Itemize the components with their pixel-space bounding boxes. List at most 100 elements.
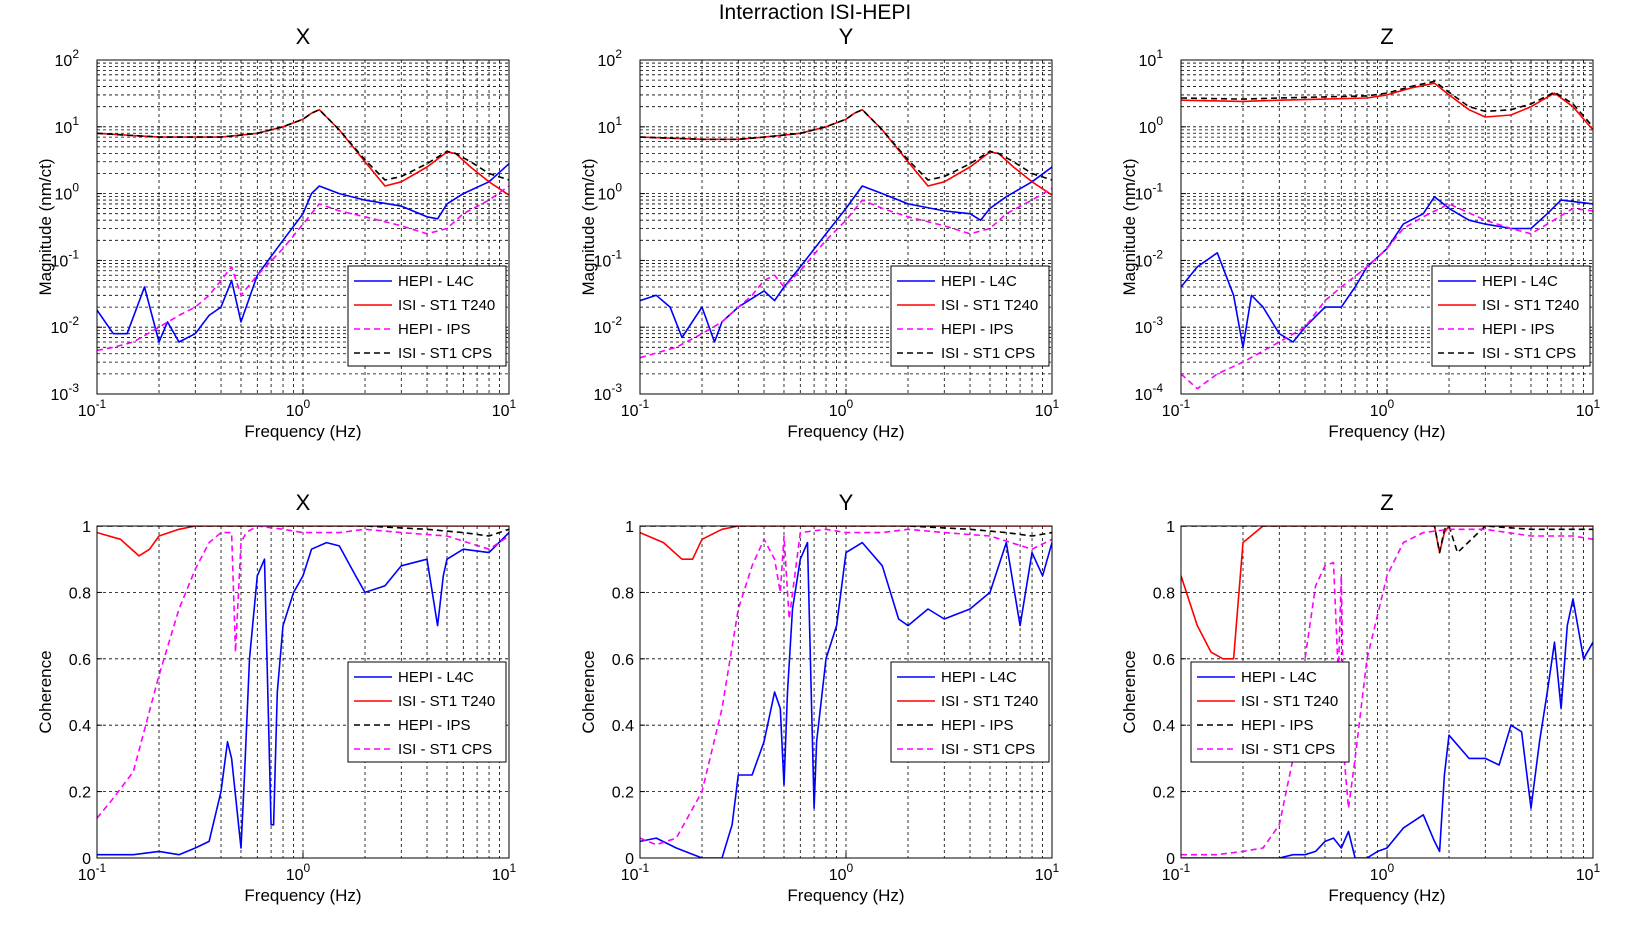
y-tick-label: 10-2	[51, 314, 80, 337]
y-tick-label: 10-3	[594, 381, 623, 404]
y-tick-label: 0.2	[612, 785, 634, 802]
legend-label-3: HEPI - IPS	[398, 717, 471, 734]
y-tick-label: 0.4	[612, 718, 634, 735]
legend-label-4: ISI - ST1 CPS	[398, 345, 492, 362]
y-tick-label: 102	[598, 47, 623, 70]
y-axis-label: Magnitude (nm/ct)	[36, 159, 55, 296]
legend-label-4: ISI - ST1 CPS	[398, 741, 492, 758]
series-line-4	[1181, 80, 1593, 128]
legend-label-2: ISI - ST1 T240	[1482, 297, 1579, 314]
series-line-4	[640, 528, 1052, 846]
legend-label-1: HEPI - L4C	[941, 669, 1017, 686]
x-tick-label: 101	[492, 397, 517, 420]
chart-panel-3: 10-1 100 101 10-4 10-3 10-2 10-1 100 101 Z Frequen…	[1120, 24, 1601, 441]
y-axis-label: Magnitude (nm/ct)	[1120, 159, 1139, 296]
legend: HEPI - L4C ISI - ST1 T240 HEPI - IPS ISI - …	[347, 661, 507, 763]
series-line-3	[97, 185, 509, 352]
x-tick-label: 10-1	[78, 397, 107, 420]
y-tick-label: 10-3	[51, 381, 80, 404]
y-tick-label: 101	[1139, 47, 1164, 70]
legend-label-2: ISI - ST1 T240	[398, 693, 495, 710]
y-axis-label: Coherence	[1120, 650, 1139, 733]
series-line-4	[97, 108, 509, 181]
y-tick-label: 0.8	[69, 585, 91, 602]
legend-label-4: ISI - ST1 CPS	[941, 345, 1035, 362]
series-line-1	[640, 166, 1052, 343]
x-tick-label: 100	[286, 397, 311, 420]
legend-label-4: ISI - ST1 CPS	[1482, 345, 1576, 362]
x-tick-label: 101	[492, 861, 517, 884]
legend-box	[890, 661, 1050, 763]
legend-label-3: HEPI - IPS	[398, 321, 471, 338]
y-tick-label: 10-4	[1135, 381, 1164, 404]
x-tick-label: 101	[1035, 397, 1060, 420]
legend-label-1: HEPI - L4C	[941, 273, 1017, 290]
x-axis-label: Frequency (Hz)	[787, 422, 904, 441]
series-line-3	[1181, 203, 1593, 390]
y-tick-label: 0.4	[69, 718, 91, 735]
y-tick-label: 10-2	[1135, 247, 1164, 270]
series-line-1	[640, 541, 1052, 858]
legend: HEPI - L4C ISI - ST1 T240 HEPI - IPS ISI - …	[347, 265, 507, 367]
legend-label-4: ISI - ST1 CPS	[941, 741, 1035, 758]
legend-label-1: HEPI - L4C	[398, 669, 474, 686]
series-line-2	[1181, 526, 1593, 660]
y-tick-label: 102	[55, 47, 80, 70]
y-tick-label: 10-1	[1135, 181, 1164, 204]
legend-label-1: HEPI - L4C	[1241, 669, 1317, 686]
x-axis-label: Frequency (Hz)	[1328, 422, 1445, 441]
y-tick-label: 0	[625, 851, 634, 868]
chart-panel-2: 10-1 100 101 10-3 10-2 10-1 100 101 102 Y Frequenc…	[579, 24, 1060, 441]
x-tick-label: 10-1	[621, 861, 650, 884]
y-tick-label: 0.8	[1153, 585, 1175, 602]
series-group	[640, 108, 1052, 359]
y-tick-label: 0	[1166, 851, 1175, 868]
y-tick-label: 1	[82, 519, 91, 536]
legend: HEPI - L4C ISI - ST1 T240 HEPI - IPS ISI - …	[1190, 661, 1350, 763]
legend-label-2: ISI - ST1 T240	[398, 297, 495, 314]
series-group	[1181, 80, 1593, 390]
y-tick-label: 0.6	[69, 652, 91, 669]
y-tick-label: 101	[598, 114, 623, 137]
y-tick-label: 10-1	[51, 247, 80, 270]
legend-label-2: ISI - ST1 T240	[1241, 693, 1338, 710]
chart-panel-5: 10-1 100 101 0 0.2 0.4 0.6 0.8 1 Y Frequency (Hz) C…	[579, 490, 1060, 905]
legend-label-3: HEPI - IPS	[941, 717, 1014, 734]
y-tick-label: 10-1	[594, 247, 623, 270]
legend-label-1: HEPI - L4C	[398, 273, 474, 290]
y-axis-label: Coherence	[36, 650, 55, 733]
legend-box	[347, 661, 507, 763]
series-group	[640, 526, 1052, 858]
series-group	[1181, 526, 1593, 858]
chart-panel-6: 10-1 100 101 0 0.2 0.4 0.6 0.8 1 Z Frequency (Hz) C…	[1120, 490, 1601, 905]
y-tick-label: 0.4	[1153, 718, 1175, 735]
x-axis-label: Frequency (Hz)	[787, 886, 904, 905]
chart-title: Z	[1380, 24, 1393, 49]
y-tick-label: 0.6	[612, 652, 634, 669]
legend: HEPI - L4C ISI - ST1 T240 HEPI - IPS ISI - …	[890, 265, 1050, 367]
x-tick-label: 10-1	[1162, 397, 1191, 420]
series-line-1	[97, 163, 509, 343]
x-axis-label: Frequency (Hz)	[244, 422, 361, 441]
y-tick-label: 100	[598, 181, 623, 204]
y-tick-label: 1	[625, 519, 634, 536]
x-tick-label: 100	[829, 397, 854, 420]
y-tick-label: 0.2	[1153, 785, 1175, 802]
legend-box	[1431, 265, 1591, 367]
legend-box	[1190, 661, 1350, 763]
x-tick-label: 10-1	[1162, 861, 1191, 884]
x-tick-label: 101	[1576, 397, 1601, 420]
series-line-2	[1181, 82, 1593, 131]
figure-title: Interraction ISI-HEPI	[719, 1, 912, 24]
y-tick-label: 0.6	[1153, 652, 1175, 669]
series-line-3	[640, 187, 1052, 359]
x-tick-label: 10-1	[78, 861, 107, 884]
series-line-1	[1181, 598, 1593, 858]
chart-panel-4: 10-1 100 101 0 0.2 0.4 0.6 0.8 1 X Frequency (Hz) C…	[36, 490, 517, 905]
chart-title: X	[296, 24, 311, 49]
x-tick-label: 101	[1576, 861, 1601, 884]
x-tick-label: 100	[1370, 861, 1395, 884]
x-axis-label: Frequency (Hz)	[244, 886, 361, 905]
x-tick-label: 101	[1035, 861, 1060, 884]
